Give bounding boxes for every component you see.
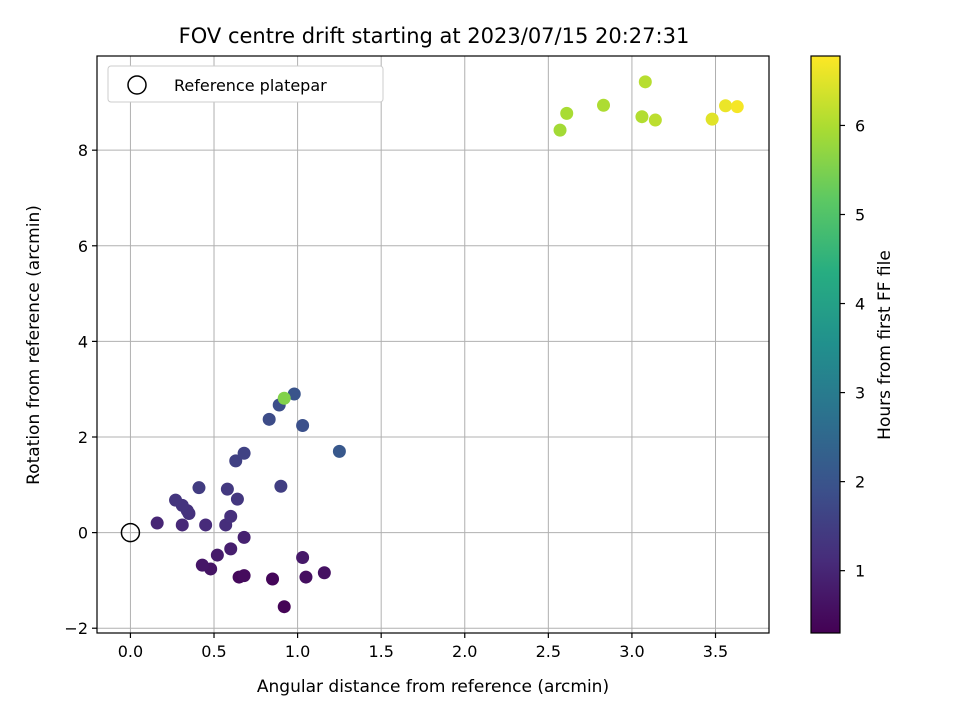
x-tick-label: 2.0 (452, 642, 477, 661)
data-point (262, 412, 276, 426)
data-point (648, 113, 662, 127)
data-point (635, 110, 649, 124)
y-tick-label: 4 (78, 332, 88, 351)
data-point (230, 492, 244, 506)
x-axis-ticks: 0.0 0.5 1.0 1.5 2.0 2.5 3.0 3.5 (118, 633, 728, 661)
data-point (730, 100, 744, 114)
data-point (224, 542, 238, 556)
colorbar-tick-label: 6 (855, 116, 865, 135)
data-point (175, 518, 189, 532)
x-axis-label: Angular distance from reference (arcmin) (257, 677, 609, 697)
grid (97, 56, 769, 633)
colorbar: 1 2 3 4 5 6 Hours from first FF file (810, 55, 895, 634)
colorbar-gradient (811, 56, 840, 633)
data-point (274, 479, 288, 493)
data-point (296, 550, 310, 564)
x-tick-label: 2.5 (536, 642, 561, 661)
data-point (705, 112, 719, 126)
colorbar-tick-label: 1 (855, 562, 865, 581)
colorbar-ticks: 1 2 3 4 5 6 (840, 116, 865, 581)
colorbar-frame (810, 55, 841, 634)
data-point (195, 558, 209, 572)
data-point (317, 566, 331, 580)
data-point (237, 446, 251, 460)
plot-frame (96, 55, 770, 634)
y-tick-label: 6 (78, 237, 88, 256)
legend-box (107, 65, 384, 103)
legend-marker (127, 75, 147, 95)
data-point (220, 482, 234, 496)
colorbar-tick-label: 5 (855, 205, 865, 224)
colorbar-label: Hours from first FF file (875, 250, 895, 440)
colorbar-tick-label: 3 (855, 384, 865, 403)
x-tick-label: 1.5 (368, 642, 393, 661)
x-tick-label: 3.0 (619, 642, 644, 661)
data-point (277, 391, 291, 405)
x-tick-label: 0.5 (201, 642, 226, 661)
data-point (150, 516, 164, 530)
x-tick-label: 3.5 (703, 642, 728, 661)
data-point (192, 481, 206, 495)
y-axis-label: Rotation from reference (arcmin) (24, 205, 44, 485)
data-point (266, 572, 280, 586)
y-axis-ticks: −2 0 2 4 6 8 (64, 141, 97, 638)
data-point (638, 75, 652, 89)
chart-title: FOV centre drift starting at 2023/07/15 … (179, 24, 690, 48)
legend-label: Reference platepar (174, 76, 327, 95)
data-point (169, 493, 183, 507)
data-point (224, 509, 238, 523)
data-point (553, 123, 567, 137)
data-point (277, 600, 291, 614)
data-points (150, 75, 744, 614)
data-point (287, 387, 301, 401)
data-point (560, 106, 574, 120)
data-point (229, 454, 243, 468)
y-tick-label: 8 (78, 141, 88, 160)
data-point (237, 569, 251, 583)
data-point (296, 419, 310, 433)
colorbar-tick-label: 2 (855, 473, 865, 492)
x-tick-label: 1.0 (285, 642, 310, 661)
data-point (332, 444, 346, 458)
data-point (597, 98, 611, 112)
data-point (237, 530, 251, 544)
data-point (210, 548, 224, 562)
colorbar-tick-label: 4 (855, 295, 865, 314)
y-tick-label: −2 (64, 619, 88, 638)
x-tick-label: 0.0 (118, 642, 143, 661)
data-point (719, 99, 733, 113)
y-tick-label: 0 (78, 524, 88, 543)
data-point (199, 518, 213, 532)
reference-point (120, 522, 141, 543)
legend: Reference platepar (107, 65, 384, 103)
y-tick-label: 2 (78, 428, 88, 447)
data-point (299, 570, 313, 584)
